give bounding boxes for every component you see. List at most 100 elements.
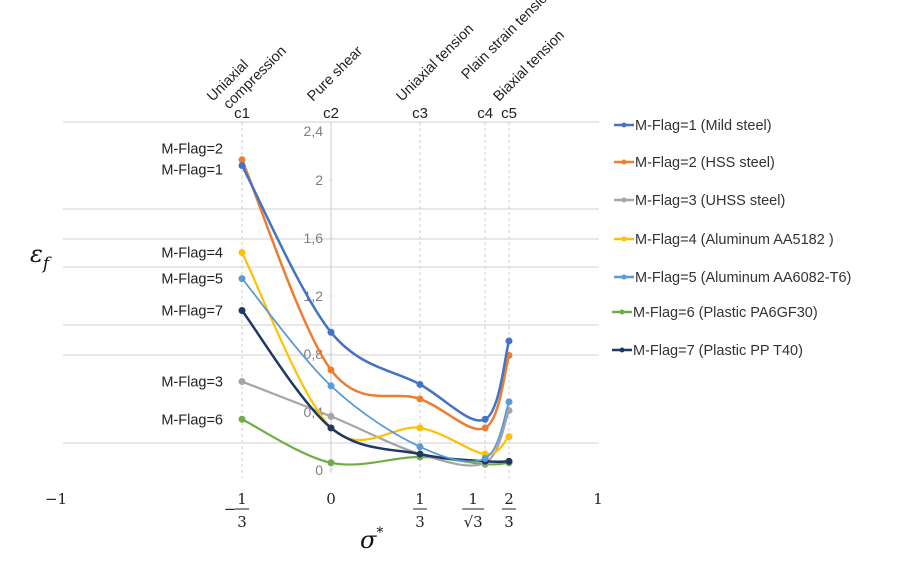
data-point bbox=[481, 415, 489, 423]
y-tick-label: 0 bbox=[315, 462, 323, 478]
data-point bbox=[481, 454, 489, 462]
x-tick-text: −1 bbox=[45, 490, 67, 508]
series-start-label: M-Flag=4 bbox=[161, 246, 223, 262]
legend-item: M-Flag=7 (Plastic PP T40) bbox=[612, 343, 803, 359]
data-point bbox=[505, 433, 513, 441]
series-4 bbox=[238, 249, 513, 458]
x-tick-numerator: 2 bbox=[504, 490, 514, 508]
x-tick-label: 23 bbox=[502, 490, 517, 531]
series-start-label: M-Flag=5 bbox=[161, 272, 223, 288]
x-tick-numerator: 1 bbox=[415, 490, 425, 508]
series-5 bbox=[238, 275, 513, 463]
series-start-labels: M-Flag=1 M-Flag=2 M-Flag=3 M-Flag=4 M-Flag=5… bbox=[161, 142, 223, 429]
legend-label: M-Flag=5 (Aluminum AA6082-T6) bbox=[635, 270, 851, 286]
x-tick-denominator: 3 bbox=[504, 513, 514, 531]
data-point bbox=[505, 398, 513, 406]
x-axis-label-sup: * bbox=[376, 525, 383, 541]
data-point bbox=[505, 457, 513, 465]
gridlines bbox=[63, 121, 599, 473]
legend-label: M-Flag=7 (Plastic PP T40) bbox=[633, 343, 803, 359]
series-line bbox=[241, 277, 510, 463]
data-point bbox=[238, 249, 246, 256]
x-tick-denominator: √3 bbox=[464, 513, 483, 531]
data-point bbox=[505, 337, 513, 345]
data-point bbox=[416, 450, 424, 458]
y-tick-label: 2,4 bbox=[304, 123, 324, 139]
legend-swatch-marker bbox=[621, 122, 627, 128]
data-point bbox=[327, 366, 335, 374]
data-point bbox=[416, 424, 424, 432]
y-tick-labels: 00,40,81,21,622,4 bbox=[304, 123, 324, 478]
legend-label: M-Flag=1 (Mild steel) bbox=[635, 118, 772, 134]
legend-swatch-marker bbox=[621, 236, 627, 242]
legend-swatch-marker bbox=[619, 309, 625, 315]
x-tick-sign: − bbox=[224, 500, 237, 518]
x-tick-label: 1√3 bbox=[462, 490, 485, 531]
category-label: c4 bbox=[477, 105, 493, 122]
data-point bbox=[238, 415, 246, 423]
x-tick-text: 1 bbox=[593, 490, 603, 508]
legend-label: M-Flag=4 (Aluminum AA5182 ) bbox=[635, 232, 834, 248]
y-tick-label: 2 bbox=[315, 172, 323, 188]
series-line bbox=[240, 309, 511, 464]
stress-state-label: Uniaxial tension bbox=[394, 21, 478, 105]
data-point bbox=[327, 459, 335, 467]
legend-label: M-Flag=6 (Plastic PA6GF30) bbox=[633, 305, 818, 321]
x-tick-denominator: 3 bbox=[237, 513, 247, 531]
category-label: c1 bbox=[234, 105, 250, 122]
x-tick-label: 13 bbox=[412, 490, 427, 531]
data-point bbox=[416, 395, 424, 403]
series-start-label: M-Flag=3 bbox=[161, 375, 223, 391]
legend-swatch-marker bbox=[619, 347, 625, 353]
state-guide-lines bbox=[241, 122, 510, 478]
category-label: c3 bbox=[412, 105, 428, 122]
legend-swatch-marker bbox=[621, 159, 627, 165]
category-labels: c1 c2 c3 c4 c5 bbox=[234, 105, 517, 122]
legend-label: M-Flag=2 (HSS steel) bbox=[635, 155, 775, 171]
series-lines bbox=[238, 156, 513, 468]
data-point bbox=[238, 378, 246, 386]
data-point bbox=[327, 424, 335, 432]
x-tick-denominator: 3 bbox=[415, 513, 425, 531]
stress-state-label-line: Uniaxial tension bbox=[394, 21, 478, 105]
x-axis-label: σ* bbox=[360, 525, 383, 554]
x-tick-label: 1 3− bbox=[224, 490, 250, 531]
x-tick-label: −1 bbox=[45, 490, 67, 508]
series-start-label: M-Flag=6 bbox=[161, 412, 223, 428]
data-point bbox=[238, 156, 246, 164]
x-tick-label: 0 bbox=[326, 490, 336, 508]
y-axis-label-base: ε bbox=[30, 240, 43, 268]
legend-item: M-Flag=2 (HSS steel) bbox=[614, 155, 775, 171]
data-point bbox=[238, 275, 246, 283]
data-point bbox=[327, 382, 335, 390]
legend-item: M-Flag=3 (UHSS steel) bbox=[614, 193, 785, 209]
legend-label: M-Flag=3 (UHSS steel) bbox=[635, 193, 785, 209]
series-2 bbox=[238, 156, 513, 432]
legend-item: M-Flag=6 (Plastic PA6GF30) bbox=[612, 305, 818, 321]
data-point bbox=[416, 380, 424, 388]
series-line bbox=[240, 418, 511, 466]
legend-item: M-Flag=4 (Aluminum AA5182 ) bbox=[614, 232, 834, 248]
x-tick-label: 1 bbox=[593, 490, 603, 508]
data-point bbox=[416, 443, 424, 451]
legend-swatch-marker bbox=[621, 274, 627, 280]
series-line bbox=[240, 380, 511, 467]
series-line bbox=[240, 158, 511, 431]
data-point bbox=[327, 412, 335, 420]
y-axis-label: εf bbox=[30, 240, 52, 274]
category-label: c2 bbox=[323, 105, 339, 122]
series-start-label: M-Flag=1 bbox=[161, 163, 223, 179]
y-axis-label-sub: f bbox=[41, 254, 52, 274]
legend: M-Flag=1 (Mild steel) M-Flag=2 (HSS steel… bbox=[612, 118, 851, 359]
stress-state-label-line: Pure shear bbox=[305, 43, 367, 105]
legend-item: M-Flag=5 (Aluminum AA6082-T6) bbox=[614, 270, 851, 286]
series-line bbox=[240, 164, 511, 422]
series-start-label: M-Flag=7 bbox=[161, 304, 223, 320]
series-1 bbox=[238, 162, 513, 423]
data-point bbox=[327, 328, 335, 336]
legend-item: M-Flag=1 (Mild steel) bbox=[614, 118, 772, 134]
